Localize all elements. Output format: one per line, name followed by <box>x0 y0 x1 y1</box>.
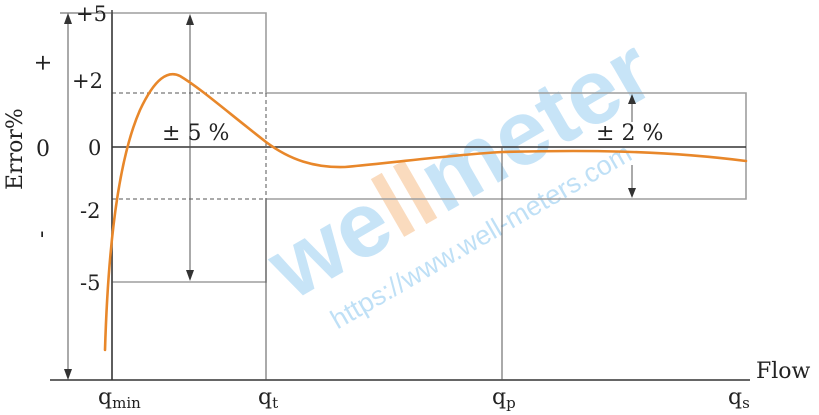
y-tick-minus5: -5 <box>80 271 100 295</box>
zone-high-label: ± 2 % <box>596 121 663 146</box>
x-tick-qp: qp <box>492 385 516 412</box>
y-tick-plus5: +5 <box>76 2 107 26</box>
watermark: wellmeter https://www.well-meters.com <box>250 18 669 335</box>
zone-high-unit: % <box>642 121 663 146</box>
x-axis-label: Flow <box>756 359 811 384</box>
error-axis-arrow <box>64 13 72 380</box>
plus-minus-2-arrows <box>628 94 636 198</box>
y-axis-label: Error% <box>3 108 28 190</box>
zone-low-unit: % <box>208 121 229 146</box>
minus-sign: - <box>29 231 54 238</box>
y-tick-plus2: +2 <box>72 69 103 93</box>
x-tick-qmin: qmin <box>98 385 141 412</box>
zone-low-label: ± 5 % <box>162 121 229 146</box>
zone-low-value: 5 <box>187 121 201 146</box>
x-tick-qt: qt <box>258 385 278 412</box>
y-tick-minus2: -2 <box>80 199 100 223</box>
side-zero: 0 <box>36 137 50 162</box>
zone-high-prefix: ± <box>596 121 614 146</box>
x-tick-qs: qs <box>728 385 750 412</box>
plus-sign: + <box>31 54 56 72</box>
plus-minus-5-arrow <box>186 14 194 281</box>
zone-high-value: 2 <box>621 121 635 146</box>
zone-low-prefix: ± <box>162 121 180 146</box>
error-curve <box>103 72 748 352</box>
y-tick-zero: 0 <box>88 136 101 160</box>
